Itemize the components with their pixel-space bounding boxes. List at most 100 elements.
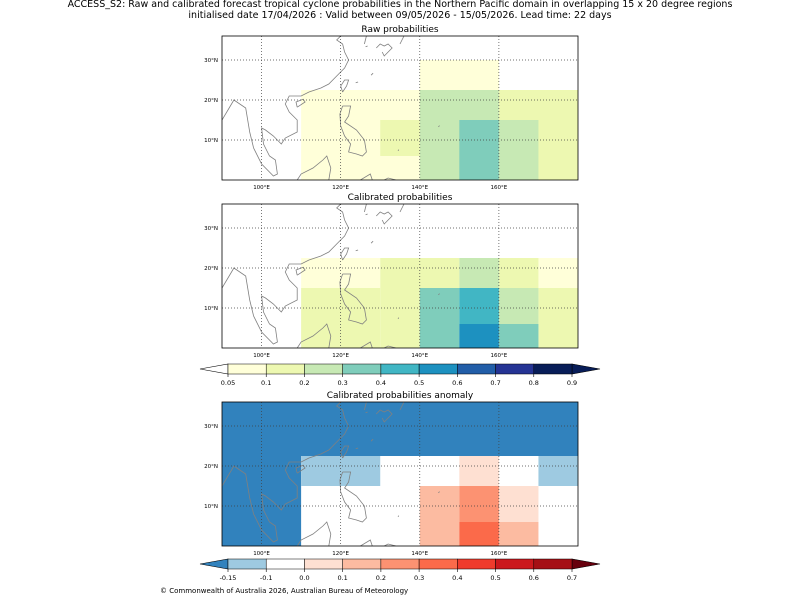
probability-cell [380, 288, 420, 348]
figure-title: ACCESS_S2: Raw and calibrated forecast t… [0, 0, 800, 21]
colorbar-segment [418, 558, 458, 570]
colorbar-segment [265, 363, 305, 375]
coastline [222, 204, 350, 345]
colorbar-tick-label: 0.9 [567, 379, 577, 387]
probability-cell [459, 258, 499, 288]
ytick-label: 10°N [204, 504, 218, 510]
probability-cell [419, 486, 460, 546]
probability-cell [222, 402, 578, 456]
colorbar-segment [380, 558, 420, 570]
colorbar-segment [227, 558, 267, 570]
xtick-label: 120°E [332, 551, 349, 557]
coastline [365, 45, 368, 48]
colorbar-tick-label: 0.7 [490, 379, 500, 387]
colorbar-segment [265, 558, 305, 570]
coastline [360, 173, 373, 180]
ytick-label: 30°N [204, 424, 218, 430]
coastline [296, 521, 332, 546]
xtick-label: 100°E [253, 353, 270, 359]
colorbar-tick-label: 0.0 [299, 574, 309, 582]
xtick-label: 100°E [253, 551, 270, 557]
coastline [295, 464, 306, 474]
coastline [339, 273, 367, 325]
coastline [365, 411, 368, 414]
map-frame [221, 401, 579, 547]
probability-cell [538, 258, 578, 288]
colorbar-tick-label: -0.1 [260, 574, 273, 582]
panel-title: Calibrated probabilities anomaly [327, 391, 474, 401]
colorbar-tick-label: 0.6 [452, 379, 462, 387]
coastline [296, 323, 332, 348]
colorbar-tick-label: 0.1 [337, 574, 347, 582]
xtick-label: 160°E [491, 551, 508, 557]
colorbar-tick-label: 0.7 [567, 574, 577, 582]
ytick-label: 20°N [204, 464, 218, 470]
probability-cell [498, 324, 539, 348]
ytick-label: 10°N [204, 306, 218, 312]
coastline [370, 438, 374, 442]
colorbar-over-extend [571, 558, 601, 570]
probability-colorbar: 0.05 0.1 0.2 0.3 0.4 0.5 0.6 0.7 0.8 0.9 [199, 363, 601, 387]
colorbar-segment [304, 558, 343, 570]
coastline [397, 149, 400, 152]
colorbar-segment [380, 363, 420, 375]
coastline [438, 125, 440, 128]
colorbar-segment [533, 558, 573, 570]
title-line-1: ACCESS_S2: Raw and calibrated forecast t… [67, 0, 733, 10]
ytick-label: 30°N [204, 226, 218, 232]
coastline [360, 539, 373, 546]
panel-title: Calibrated probabilities [348, 193, 453, 203]
probability-cell [459, 288, 499, 324]
coastline [397, 515, 400, 518]
coastline [438, 491, 440, 494]
colorbar-tick-label: 0.6 [529, 574, 539, 582]
coastline [384, 177, 397, 180]
coastline [376, 211, 393, 225]
coastline [355, 447, 359, 450]
coastline [364, 36, 367, 45]
colorbar-tick-label: 0.4 [376, 379, 386, 387]
colorbar-tick-label: 0.3 [337, 379, 347, 387]
probability-cell [459, 456, 499, 486]
ytick-label: 10°N [204, 138, 218, 144]
ytick-label: 20°N [204, 266, 218, 272]
coastline [222, 36, 350, 177]
colorbar-over-extend [571, 363, 601, 375]
xtick-label: 140°E [411, 353, 428, 359]
colorbar-segment [418, 363, 458, 375]
colorbar-tick-label: 0.1 [261, 379, 271, 387]
xtick-label: 160°E [491, 353, 508, 359]
colorbar-under-extend [199, 558, 229, 570]
probability-cell [459, 486, 499, 522]
xtick-label: 100°E [253, 185, 270, 191]
colorbar-tick-label: 0.8 [529, 379, 539, 387]
coastline [296, 155, 332, 180]
xtick-label: 120°E [332, 185, 349, 191]
probability-cell [538, 288, 578, 348]
probability-cell [498, 120, 539, 180]
coastline [399, 36, 405, 45]
coastline [364, 204, 367, 213]
map-panel-2: 100°E 120°E 140°E 160°E 10°N 20°N 30°N Calibrat… [204, 193, 579, 359]
coastline [355, 81, 359, 84]
coastline [397, 317, 400, 320]
coastline [295, 266, 306, 276]
coastline [365, 213, 368, 216]
coastline [384, 543, 397, 546]
probability-cell [419, 60, 499, 90]
probability-cell [459, 324, 499, 348]
colorbar-segment [342, 363, 382, 375]
xtick-label: 140°E [411, 551, 428, 557]
coastline [370, 72, 374, 76]
probability-cell [538, 456, 578, 486]
colorbar-segment [495, 363, 535, 375]
map-panel-1: 100°E 120°E 140°E 160°E 10°N 20°N 30°N Raw prob… [204, 25, 579, 191]
xtick-label: 120°E [332, 353, 349, 359]
colorbar-segment [457, 363, 496, 375]
probability-cell [419, 288, 460, 348]
colorbar-under-extend [199, 363, 229, 375]
anomaly-colorbar: -0.15 -0.1 0.0 0.1 0.2 0.3 0.4 0.5 0.6 0.7 [199, 558, 601, 582]
copyright-footer: © Commonwealth of Australia 2026, Austra… [160, 587, 409, 595]
map-panel-3: 100°E 120°E 140°E 160°E 10°N 20°N 30°N Calibrat… [204, 391, 579, 557]
colorbar-segment [227, 363, 267, 375]
